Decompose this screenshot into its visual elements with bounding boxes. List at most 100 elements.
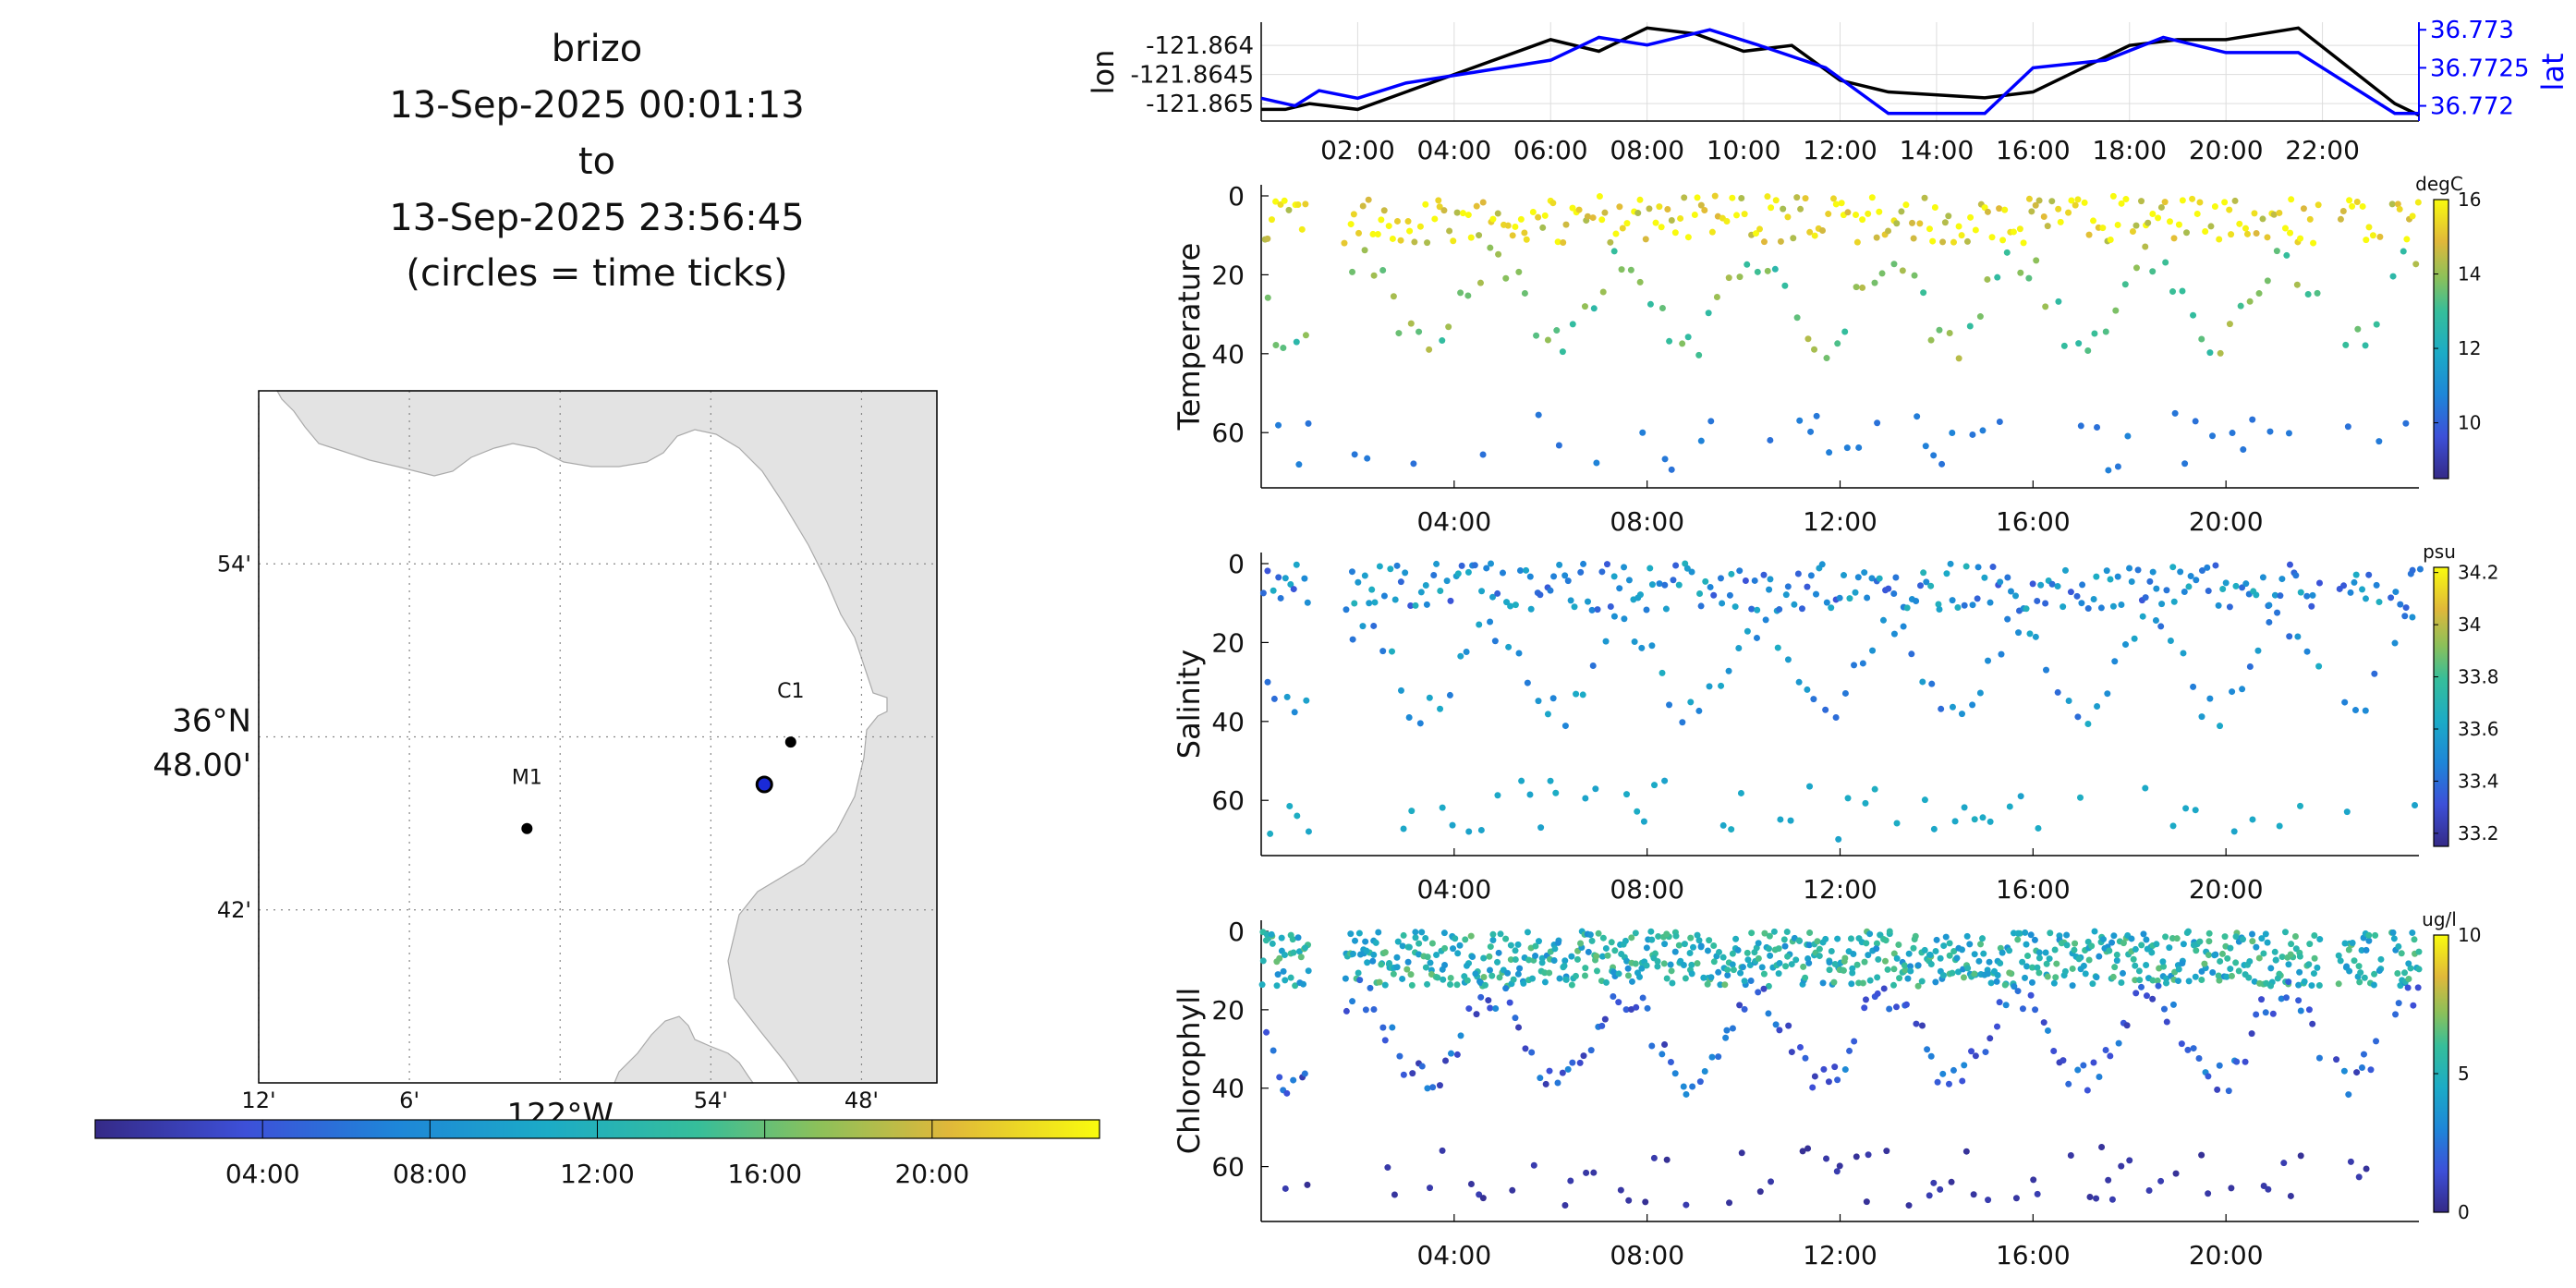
data-point (2157, 623, 2165, 630)
data-point (1544, 336, 1551, 344)
data-point (1588, 937, 1596, 944)
data-point (1921, 194, 1928, 201)
data-point (2042, 303, 2049, 310)
data-point (2400, 248, 2407, 255)
data-point (2014, 930, 2022, 937)
data-point (1532, 942, 1539, 950)
data-point (1352, 937, 1359, 944)
data-point (1449, 821, 1456, 829)
data-point (2163, 1018, 2170, 1026)
data-point (2396, 205, 2403, 213)
panel-colorbar-tick-label: 33.8 (2458, 666, 2499, 688)
data-point (1805, 942, 1813, 949)
data-point (2128, 935, 2135, 942)
data-point (1509, 1186, 1516, 1194)
data-point (2253, 943, 2260, 951)
data-point (1930, 825, 1938, 832)
data-point (2229, 430, 2236, 437)
data-point (1504, 969, 1512, 977)
data-point (1893, 1003, 1901, 1011)
data-point (2311, 931, 2318, 939)
data-point (2063, 942, 2071, 949)
data-point (1831, 960, 1839, 967)
data-point (2235, 967, 2242, 975)
data-point (1381, 1037, 1389, 1044)
data-point (1883, 1148, 1890, 1155)
data-point (2084, 605, 2092, 613)
data-point (1518, 777, 1525, 784)
data-point (1671, 948, 1679, 955)
data-point (1852, 589, 1859, 596)
data-point (2359, 202, 2366, 210)
data-point (1746, 962, 1754, 969)
data-point (2132, 264, 2140, 272)
data-point (1286, 802, 1294, 809)
data-point (1599, 288, 1607, 296)
data-point (1406, 227, 1414, 235)
data-point (2040, 213, 2047, 220)
data-point (1350, 211, 1357, 218)
data-point (2211, 203, 2218, 211)
map-lon-tick-label: 54' (694, 1088, 728, 1113)
data-point (1776, 606, 1783, 614)
data-point (1675, 581, 1683, 589)
data-point (2105, 467, 2112, 474)
data-point (1919, 1022, 1926, 1029)
data-point (2132, 962, 2139, 969)
data-point (1535, 411, 1542, 419)
data-point (1416, 223, 1424, 230)
data-point (2283, 251, 2290, 259)
data-point (1927, 336, 1935, 344)
data-point (2102, 1047, 2109, 1054)
data-point (1521, 289, 1528, 297)
data-point (1452, 935, 1459, 942)
panel-data-points (1259, 560, 2424, 843)
data-point (2170, 235, 2178, 242)
data-point (2006, 947, 2013, 954)
data-point (2249, 416, 2256, 423)
data-point (1607, 238, 1614, 246)
data-point (1949, 597, 1956, 604)
data-point (1704, 980, 1711, 988)
data-point (2276, 822, 2283, 830)
data-point (1781, 282, 1789, 289)
data-point (2226, 206, 2233, 213)
data-point (2048, 198, 2056, 205)
data-point (1607, 602, 1614, 610)
data-point (1813, 590, 1820, 598)
data-point (1512, 1015, 1519, 1022)
data-point (1616, 203, 1623, 211)
map-lat-tick-label: 36°N 48.00' (152, 703, 251, 784)
data-point (1638, 644, 1646, 651)
data-point (2211, 952, 2218, 959)
data-point (2278, 995, 2285, 1002)
data-point (1524, 679, 1531, 687)
data-point (2388, 594, 2395, 601)
data-point (2089, 980, 2096, 988)
data-point (1987, 979, 1995, 987)
data-point (2255, 290, 2263, 298)
data-point (2265, 1185, 2272, 1193)
data-point (2195, 1054, 2203, 1062)
data-point (2403, 236, 2411, 243)
data-point (2354, 325, 2362, 333)
data-point (1530, 1161, 1537, 1169)
data-point (2297, 802, 2304, 809)
data-point (2060, 342, 2068, 349)
data-point (1875, 955, 1882, 963)
data-point (1966, 941, 1974, 948)
data-point (1561, 962, 1568, 969)
data-point (1849, 969, 1856, 977)
data-point (1348, 568, 1355, 576)
data-point (2132, 945, 2139, 953)
data-point (2389, 273, 2397, 280)
data-point (1270, 695, 1278, 702)
data-point (1433, 560, 1440, 567)
data-point (2034, 597, 2041, 604)
data-point (2371, 970, 2378, 978)
data-point (1668, 216, 1675, 224)
data-point (2055, 205, 2062, 213)
data-point (1724, 966, 1732, 974)
data-point (1865, 952, 1872, 959)
